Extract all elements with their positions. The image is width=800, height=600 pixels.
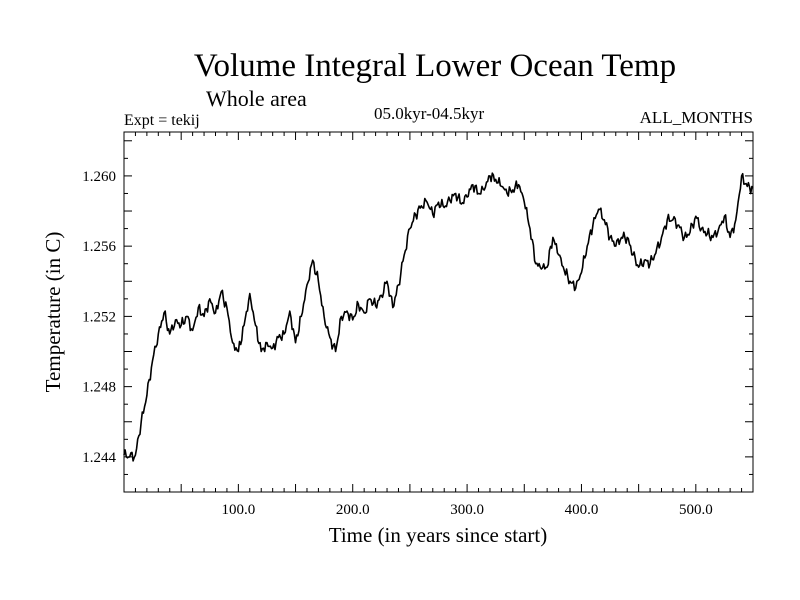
y-tick-label: 1.256 [82,239,116,255]
axis-tick-labels: 100.0 200.0 300.0 400.0 500.0 1.244 1.248 1.252… [82,169,712,518]
period-label: 05.0kyr-04.5kyr [374,104,485,123]
x-tick-label: 100.0 [221,502,255,518]
series-line [123,172,754,462]
plot-frame [123,131,754,493]
chart-subtitle: Whole area [206,86,307,111]
y-tick-label: 1.260 [82,169,116,185]
y-tick-label: 1.252 [82,309,116,325]
x-tick-label: 400.0 [565,502,599,518]
y-tick-label: 1.244 [82,450,116,466]
experiment-label: Expt = tekij [124,112,200,129]
x-tick-label: 300.0 [450,502,484,518]
y-axis-label: Temperature (in C) [41,232,65,393]
months-label: ALL_MONTHS [639,108,753,127]
axis-ticks [124,132,753,492]
x-tick-label: 500.0 [679,502,713,518]
chart-title: Volume Integral Lower Ocean Temp [193,48,677,84]
x-axis-label: Time (in years since start) [329,523,548,547]
x-tick-label: 200.0 [336,502,370,518]
y-tick-label: 1.248 [82,380,116,396]
